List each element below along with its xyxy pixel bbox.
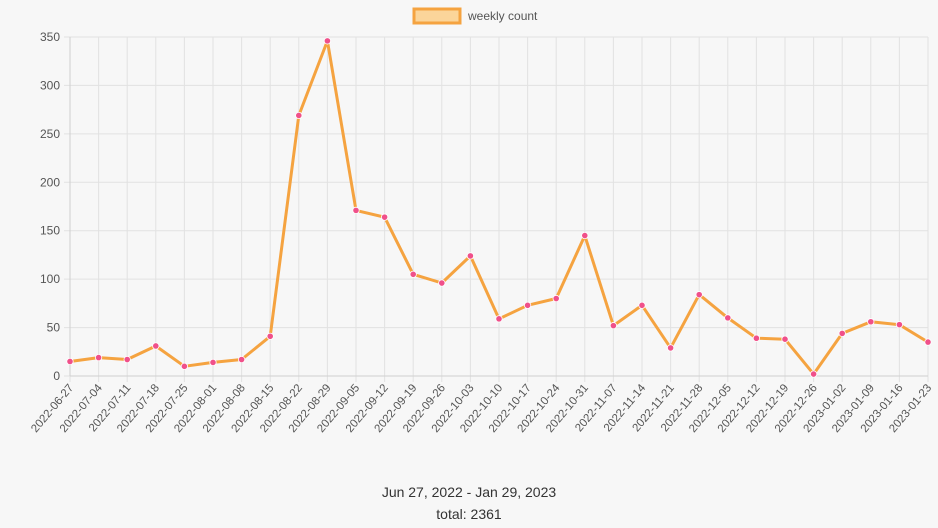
data-point[interactable] <box>495 315 503 323</box>
data-point[interactable] <box>581 231 589 240</box>
data-point[interactable] <box>295 111 303 120</box>
data-point[interactable] <box>66 357 74 366</box>
data-point[interactable] <box>838 329 846 337</box>
data-point[interactable] <box>323 37 331 45</box>
y-axis-ticks: 0 50 100 150 200 250 300 350 <box>40 30 60 383</box>
y-tick-label: 150 <box>40 224 60 238</box>
legend-label: weekly count <box>467 9 538 23</box>
date-range-caption: Jun 27, 2022 - Jan 29, 2023 <box>381 484 557 500</box>
data-point[interactable] <box>380 213 389 221</box>
data-point[interactable] <box>867 318 875 326</box>
series-weekly-count <box>66 37 932 378</box>
data-point[interactable] <box>409 270 417 278</box>
y-tick-label: 0 <box>53 369 60 383</box>
data-point[interactable] <box>266 332 274 340</box>
y-tick-label: 50 <box>47 321 61 335</box>
data-point[interactable] <box>809 370 818 378</box>
data-point[interactable] <box>95 353 103 362</box>
total-caption: total: 2361 <box>436 506 502 522</box>
data-point[interactable] <box>438 279 446 287</box>
y-tick-label: 350 <box>40 30 60 44</box>
data-point[interactable] <box>352 206 360 214</box>
data-point[interactable] <box>609 322 618 330</box>
data-point[interactable] <box>123 355 131 364</box>
chart-legend[interactable]: weekly count <box>412 7 538 25</box>
data-point[interactable] <box>695 291 703 299</box>
legend-swatch <box>412 7 462 25</box>
data-point[interactable] <box>523 301 532 309</box>
data-point[interactable] <box>466 252 474 260</box>
y-tick-label: 200 <box>40 175 60 189</box>
data-point[interactable] <box>180 362 188 370</box>
data-point[interactable] <box>781 335 789 343</box>
data-point[interactable] <box>552 294 560 303</box>
y-tick-label: 300 <box>40 78 60 92</box>
data-point[interactable] <box>752 334 761 342</box>
data-point[interactable] <box>895 321 904 329</box>
data-point[interactable] <box>638 301 646 309</box>
x-axis-ticks: 2022-06-272022-07-042022-07-112022-07-18… <box>29 382 934 435</box>
data-point[interactable] <box>238 355 246 364</box>
data-point[interactable] <box>152 342 160 350</box>
y-tick-label: 250 <box>40 127 60 141</box>
data-point[interactable] <box>666 344 675 352</box>
chart-axes <box>69 37 928 377</box>
data-point[interactable] <box>724 314 732 322</box>
data-point[interactable] <box>924 338 932 346</box>
weekly-count-chart: weekly count 0 50 100 150 200 250 300 350 2022-… <box>29 7 934 435</box>
chart-grid <box>64 36 929 382</box>
y-tick-label: 100 <box>40 272 60 286</box>
data-point[interactable] <box>209 358 217 367</box>
